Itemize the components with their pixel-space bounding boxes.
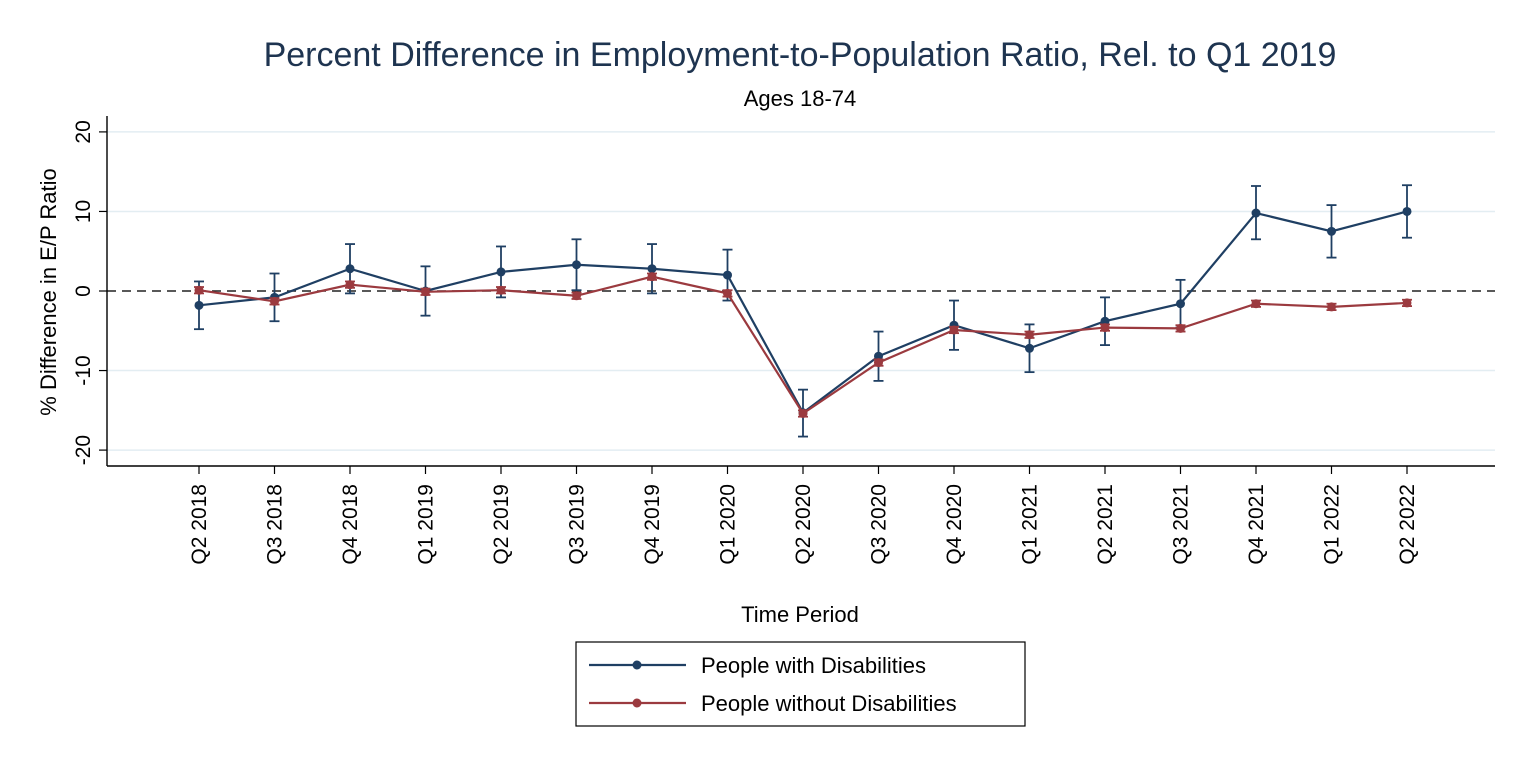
series [194, 184, 1412, 438]
data-point-without-disabilities [1100, 323, 1110, 333]
y-tick-label: -20 [72, 435, 95, 465]
data-point-with-disabilities [1025, 343, 1034, 353]
x-tick-label: Q1 2020 [717, 484, 740, 565]
data-point-with-disabilities [572, 260, 581, 270]
data-point-with-disabilities [1251, 208, 1261, 218]
series-without-disabilities [194, 272, 1412, 418]
y-tick-label: 20 [72, 120, 95, 143]
data-point-without-disabilities [194, 285, 204, 295]
y-tick-label: -10 [72, 355, 95, 385]
legend-marker-with-disabilities [632, 660, 642, 670]
data-point-with-disabilities [874, 351, 883, 361]
x-tick-label: Q1 2019 [415, 484, 438, 565]
data-point-without-disabilities [1025, 330, 1034, 340]
data-point-without-disabilities [1402, 298, 1412, 308]
x-tick-label: Q1 2021 [1019, 484, 1042, 565]
legend-label-with-disabilities: People with Disabilities [701, 653, 926, 678]
data-point-without-disabilities [1251, 299, 1261, 309]
x-tick-label: Q3 2021 [1170, 484, 1193, 565]
x-tick-label: Q2 2022 [1396, 484, 1419, 565]
legend: People with Disabilities People without … [575, 641, 1026, 727]
x-tick-label: Q4 2019 [641, 484, 664, 565]
x-axis-ticks: Q2 2018 Q3 2018 Q4 2018 Q1 2019 Q2 2019 Q3 20… [188, 466, 1419, 565]
x-tick-label: Q4 2020 [943, 484, 966, 565]
legend-marker-without-disabilities [632, 698, 642, 708]
data-point-with-disabilities [647, 264, 657, 274]
y-tick-label: 10 [72, 200, 95, 223]
data-point-without-disabilities [270, 296, 279, 306]
data-point-with-disabilities [1327, 226, 1336, 236]
x-tick-label: Q3 2018 [264, 484, 287, 565]
data-point-without-disabilities [572, 291, 581, 301]
x-tick-label: Q1 2022 [1321, 484, 1344, 565]
x-tick-label: Q2 2020 [792, 484, 815, 565]
x-tick-label: Q2 2019 [490, 484, 513, 565]
x-axis-title: Time Period [741, 602, 859, 627]
data-point-with-disabilities [1100, 316, 1110, 326]
x-tick-label: Q4 2021 [1245, 484, 1268, 565]
x-tick-label: Q2 2021 [1094, 484, 1117, 565]
data-point-with-disabilities [345, 264, 355, 274]
data-point-without-disabilities [647, 272, 657, 282]
x-tick-label: Q4 2018 [339, 484, 362, 565]
chart-subtitle: Ages 18-74 [744, 86, 857, 111]
y-tick-label: 0 [72, 285, 95, 297]
data-point-with-disabilities [1402, 206, 1412, 216]
x-tick-label: Q3 2020 [868, 484, 891, 565]
legend-box [575, 641, 1026, 727]
data-point-with-disabilities [496, 267, 506, 277]
data-point-without-disabilities [723, 288, 732, 298]
chart-title: Percent Difference in Employment-to-Popu… [264, 36, 1337, 74]
legend-label-without-disabilities: People without Disabilities [701, 691, 957, 716]
y-axis-ticks: -20 -10 0 10 20 [72, 120, 107, 465]
x-tick-label: Q2 2018 [188, 484, 211, 565]
data-point-without-disabilities [421, 287, 430, 297]
data-point-with-disabilities [723, 270, 732, 280]
data-point-without-disabilities [949, 325, 959, 335]
data-point-with-disabilities [194, 300, 204, 310]
gridlines [107, 131, 1495, 451]
x-tick-label: Q3 2019 [566, 484, 589, 565]
y-axis-title: % Difference in E/P Ratio [36, 168, 61, 415]
data-point-without-disabilities [798, 409, 808, 418]
data-point-without-disabilities [496, 285, 506, 295]
data-point-without-disabilities [1176, 323, 1185, 333]
data-point-with-disabilities [1176, 299, 1185, 309]
data-point-without-disabilities [1327, 302, 1336, 312]
data-point-without-disabilities [345, 280, 355, 290]
data-point-without-disabilities [874, 358, 883, 368]
